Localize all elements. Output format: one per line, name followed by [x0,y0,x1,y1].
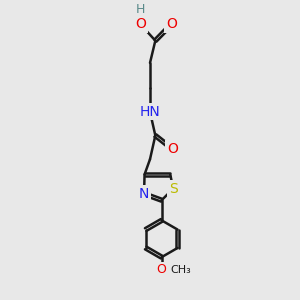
Text: O: O [167,142,178,156]
Text: N: N [139,187,149,201]
Text: H: H [136,3,145,16]
Text: CH₃: CH₃ [170,265,191,275]
Text: HN: HN [140,105,160,119]
Text: O: O [157,263,166,276]
Text: S: S [169,182,178,196]
Text: O: O [166,17,177,32]
Text: O: O [135,17,146,32]
